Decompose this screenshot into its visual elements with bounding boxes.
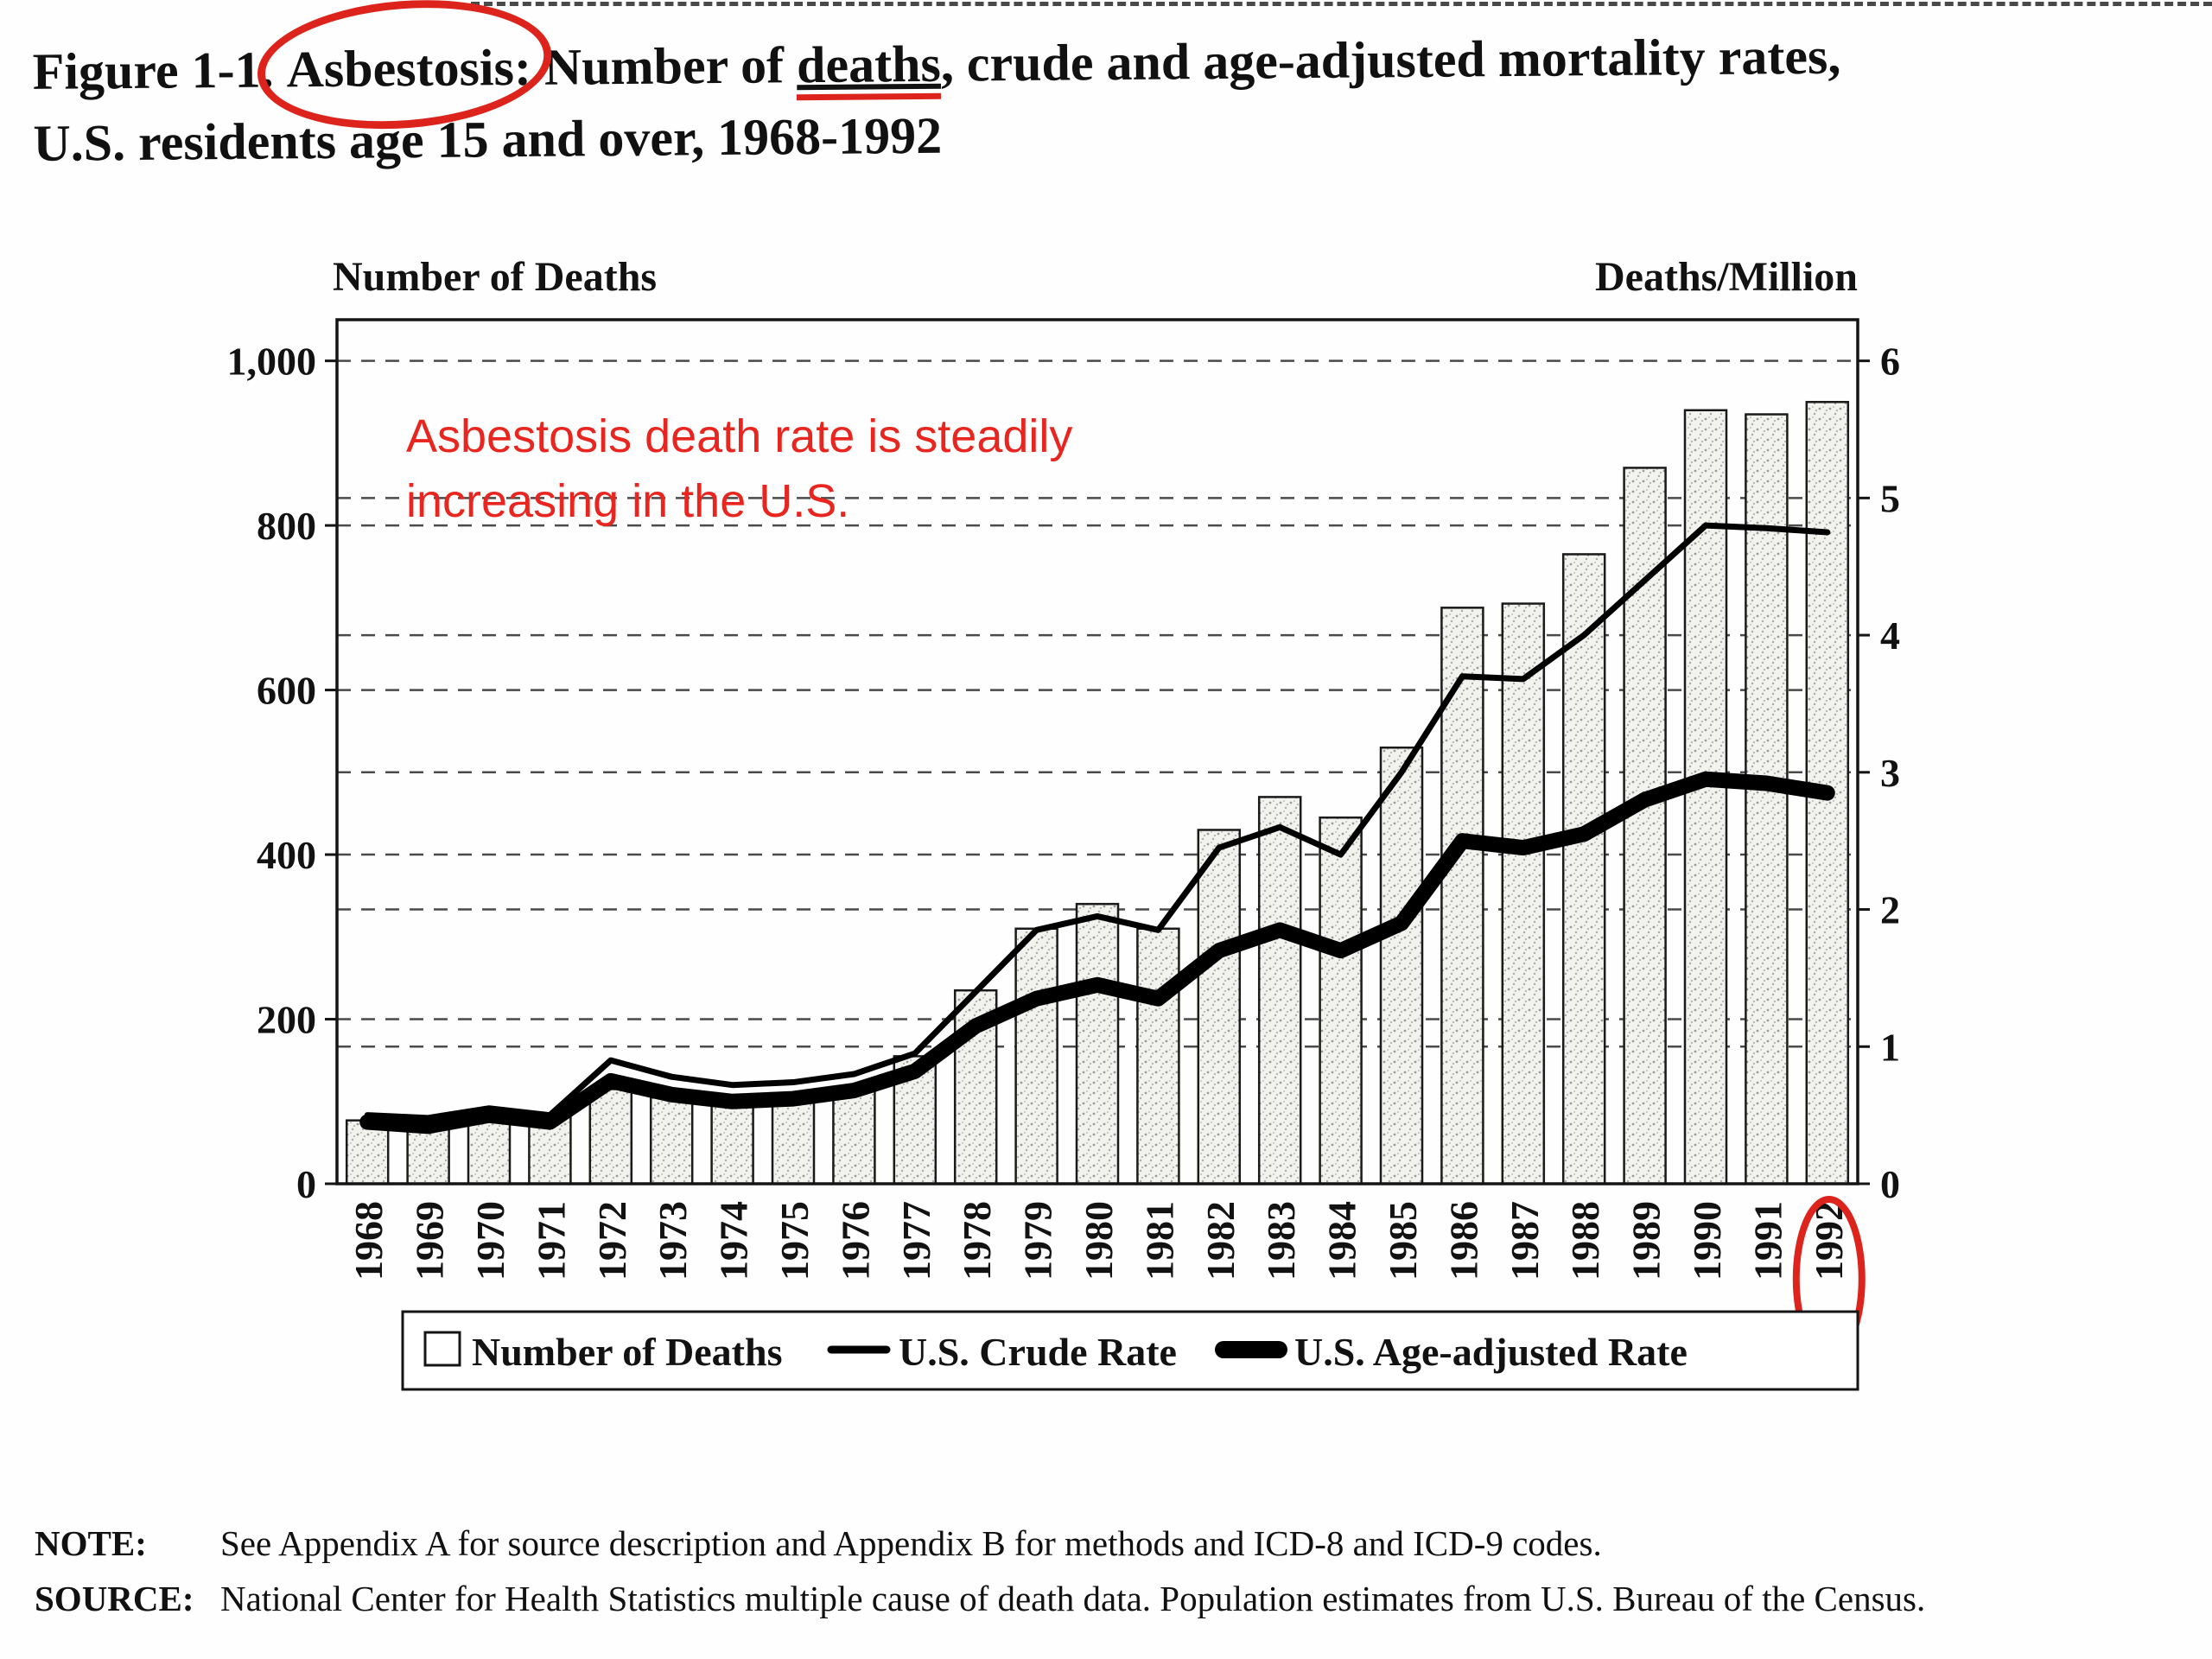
x-label-1971: 1971: [529, 1201, 573, 1281]
title-prefix: Figure 1-1.: [32, 41, 287, 100]
left-tick-label: 400: [257, 833, 316, 877]
x-label-1974: 1974: [712, 1201, 756, 1281]
right-tick-label: 5: [1880, 476, 1900, 520]
x-label-1976: 1976: [833, 1201, 877, 1281]
right-tick-label: 3: [1880, 751, 1900, 795]
right-tick-label: 6: [1880, 340, 1900, 384]
x-label-1982: 1982: [1198, 1201, 1243, 1281]
x-label-1973: 1973: [651, 1201, 695, 1281]
chart-area: 0 200 400 600 800 1,000 0 1 2 3 4 5 6 Number of Death…: [190, 251, 2108, 1460]
figure-title: Figure 1-1. Asbestosis: Number of deaths…: [32, 0, 2197, 176]
red-annotation-line1: Asbestosis death rate is steadily: [406, 410, 1073, 462]
title-circled-text: Asbestosis:: [286, 38, 532, 99]
x-label-1986: 1986: [1441, 1201, 1485, 1281]
title-circled-word: Asbestosis:: [252, 0, 557, 140]
x-label-1991: 1991: [1745, 1201, 1789, 1281]
left-tick-label: 0: [296, 1162, 316, 1206]
x-label-1989: 1989: [1624, 1201, 1669, 1281]
left-tick-label: 600: [257, 669, 316, 713]
bar-1985: [1379, 746, 1424, 1185]
x-label-1981: 1981: [1137, 1201, 1181, 1281]
x-label-1969: 1969: [408, 1201, 452, 1281]
source-row: SOURCE: National Center for Health Stati…: [35, 1578, 2177, 1619]
bar-1988: [1561, 553, 1606, 1185]
x-label-1988: 1988: [1563, 1201, 1607, 1281]
line-u-s-age-adjusted-rate: [359, 771, 1835, 1135]
bar-1973: [649, 1096, 694, 1185]
right-tick-label: 2: [1880, 888, 1900, 932]
figure-title-line2: U.S. residents age 15 and over, 1968-199…: [33, 106, 943, 172]
bar-1983: [1257, 796, 1302, 1185]
bar-1989: [1623, 467, 1667, 1185]
x-label-1977: 1977: [894, 1201, 938, 1281]
x-label-1990: 1990: [1685, 1201, 1729, 1281]
bar-1984: [1319, 816, 1363, 1185]
legend-marker-bar: [423, 1331, 461, 1367]
x-label-1968: 1968: [346, 1201, 391, 1281]
plot-border: [335, 318, 1859, 1185]
x-label-1983: 1983: [1259, 1201, 1303, 1281]
chart-svg: 0 200 400 600 800 1,000 0 1 2 3 4 5 6 Number of Death…: [227, 254, 1900, 1391]
legend-label: U.S. Age-adjusted Rate: [1294, 1330, 1688, 1374]
right-tick-label: 0: [1880, 1162, 1900, 1206]
x-label-1979: 1979: [1016, 1201, 1060, 1281]
bar-1975: [771, 1096, 816, 1185]
x-label-1985: 1985: [1381, 1201, 1425, 1281]
bar-1976: [832, 1088, 876, 1185]
left-tick-label: 200: [257, 998, 316, 1042]
source-label: SOURCE:: [35, 1579, 194, 1618]
right-axis-title: Deaths/Million: [1595, 254, 1858, 300]
bar-1981: [1136, 927, 1180, 1185]
legend-label: U.S. Crude Rate: [899, 1330, 1177, 1374]
legend-box: [401, 1310, 1859, 1391]
left-tick-label: 1,000: [227, 340, 317, 384]
right-tick-label: 4: [1880, 613, 1900, 658]
footer-notes: NOTE: See Appendix A for source descript…: [35, 1522, 2177, 1633]
x-label-1970: 1970: [468, 1201, 512, 1281]
title-mid: Number of: [531, 36, 798, 96]
scan-artifact-dashes: [471, 2, 2212, 6]
x-label-1978: 1978: [955, 1201, 999, 1281]
note-text: See Appendix A for source description an…: [220, 1523, 1602, 1563]
bar-1972: [588, 1088, 633, 1185]
bar-1991: [1745, 413, 1789, 1185]
note-label: NOTE:: [35, 1523, 147, 1563]
right-tick-label: 1: [1880, 1025, 1900, 1069]
left-tick-label: 800: [257, 504, 316, 548]
source-text: National Center for Health Statistics mu…: [220, 1579, 1926, 1618]
bar-1974: [710, 1100, 754, 1185]
x-label-1987: 1987: [1503, 1201, 1547, 1281]
x-label-1975: 1975: [772, 1201, 817, 1281]
bar-1980: [1075, 902, 1120, 1185]
title-rest: , crude and age-adjusted mortality rates…: [940, 27, 1841, 92]
bar-1982: [1197, 829, 1242, 1185]
red-annotation-line2: increasing in the U.S.: [406, 474, 850, 527]
note-row: NOTE: See Appendix A for source descript…: [35, 1522, 2177, 1564]
left-axis-title: Number of Deaths: [333, 254, 657, 300]
legend-label: Number of Deaths: [472, 1330, 782, 1374]
bar-1979: [1014, 927, 1058, 1185]
x-label-1992: 1992: [1807, 1201, 1851, 1281]
bar-1987: [1501, 602, 1546, 1185]
x-label-1980: 1980: [1077, 1201, 1121, 1281]
line-u-s-crude-rate: [364, 522, 1831, 1122]
x-label-1984: 1984: [1320, 1201, 1364, 1281]
title-underlined-word: deaths: [796, 35, 942, 101]
red-annotation: Asbestosis death rate is steadily increa…: [406, 404, 1072, 533]
x-label-1972: 1972: [590, 1201, 634, 1281]
